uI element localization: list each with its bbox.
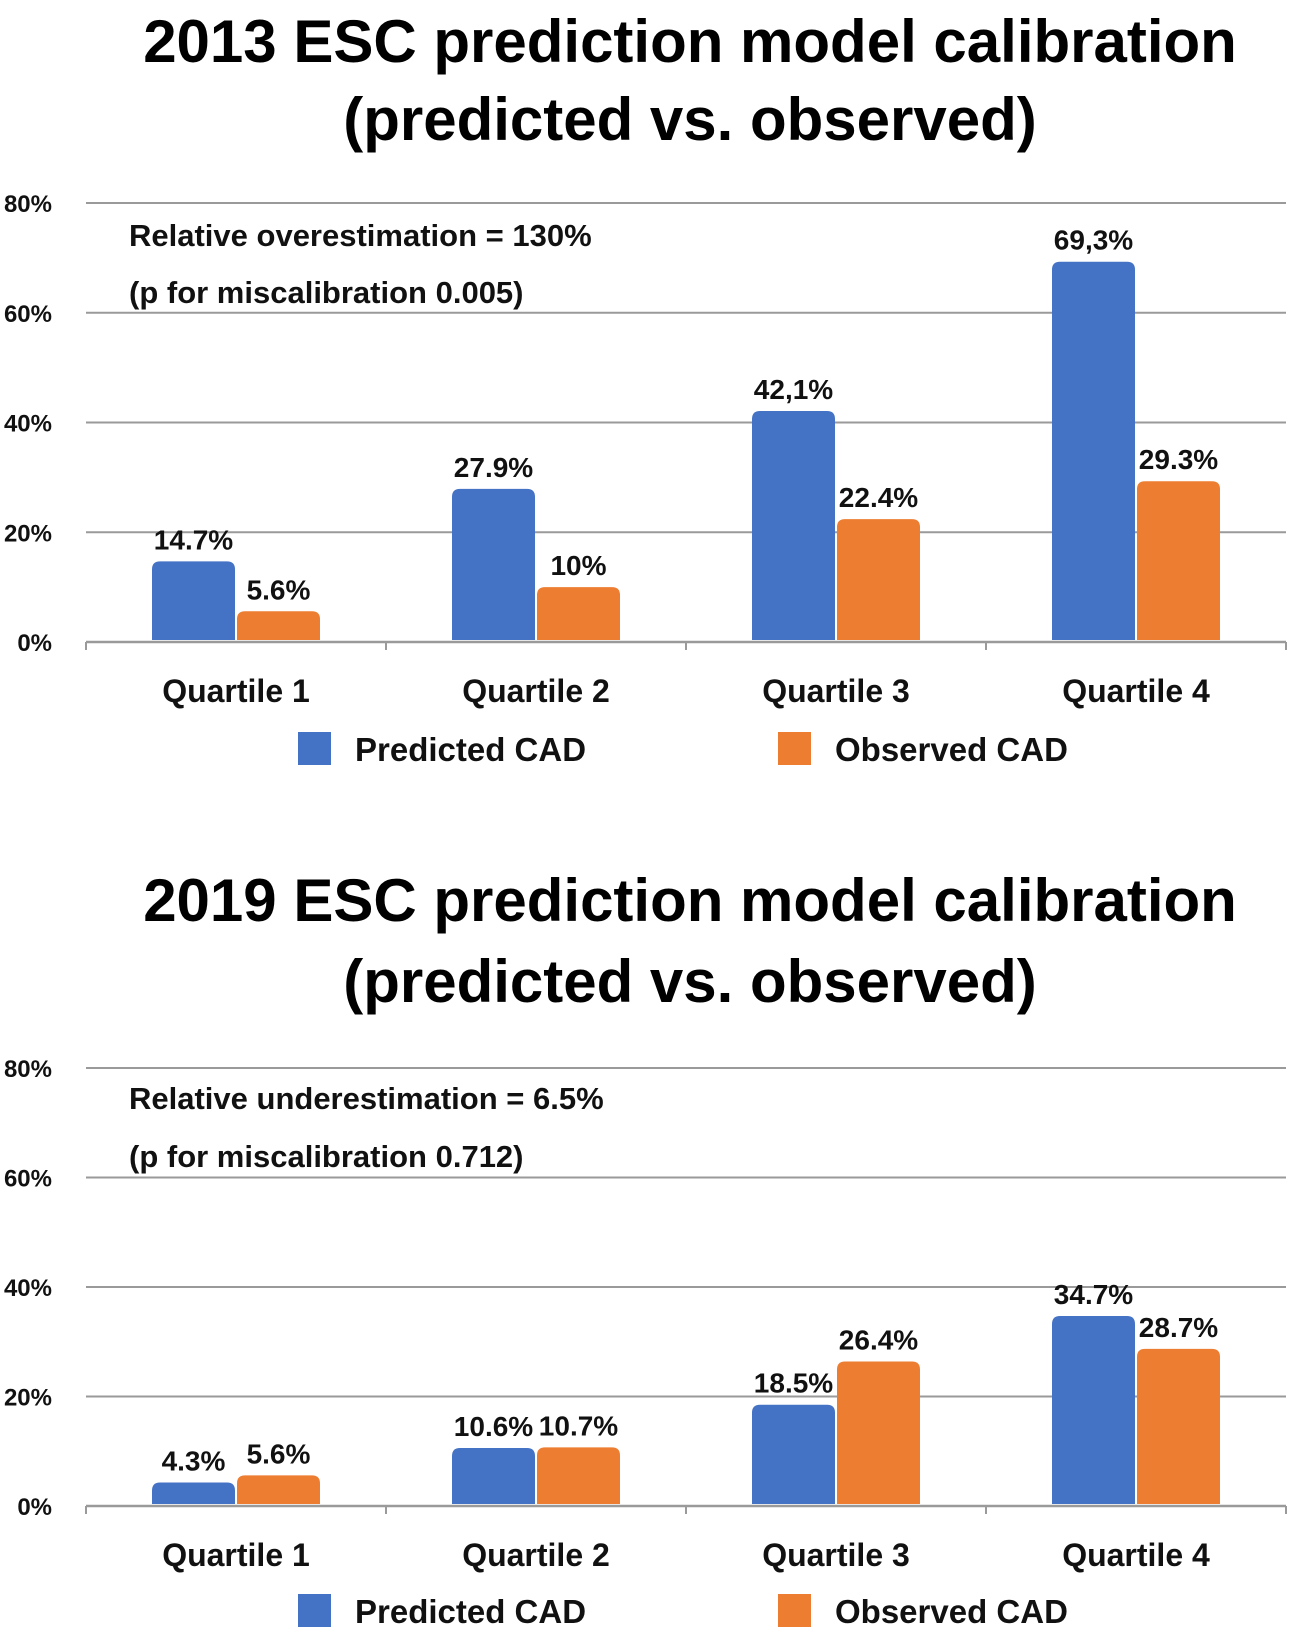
data-label: 27.9% [454,452,533,483]
data-label: 4.3% [162,1445,226,1476]
bar-observed [1137,481,1220,640]
x-category-label: Quartile 2 [462,1537,610,1573]
y-tick-label: 0% [17,630,52,657]
y-tick-label: 0% [17,1494,52,1521]
bar-observed [237,611,320,640]
x-category-label: Quartile 2 [462,673,610,709]
y-tick-label: 60% [4,301,52,328]
bar-observed [237,1475,320,1504]
x-category-label: Quartile 1 [162,673,310,709]
chart-1: 2013 ESC prediction model calibration (pr… [4,8,1287,768]
data-label: 69,3% [1054,225,1133,256]
chart-title-line-2: (predicted vs. observed) [343,86,1037,153]
legend-swatch [778,1594,811,1627]
legend-label: Observed CAD [835,1593,1068,1630]
chart-title-line-1: 2013 ESC prediction model calibration [143,8,1237,75]
bar-predicted [452,1447,535,1504]
x-category-label: Quartile 1 [162,1537,310,1573]
bar-predicted [152,1482,235,1504]
legend-swatch [298,732,331,765]
x-category-label: Quartile 4 [1062,1537,1210,1573]
x-category-label: Quartile 4 [1062,673,1210,709]
legend-swatch [778,732,811,765]
y-tick-label: 60% [4,1166,52,1193]
bar-observed [537,1447,620,1504]
bar-predicted [152,561,235,640]
x-category-label: Quartile 3 [762,673,910,709]
legend-label: Predicted CAD [355,1593,586,1630]
data-label: 22.4% [839,482,918,513]
bar-observed [837,519,920,640]
bar-predicted [752,410,835,640]
y-tick-label: 40% [4,1275,52,1302]
bar-observed [837,1361,920,1504]
data-label: 28.7% [1139,1312,1218,1343]
annotation: (p for miscalibration 0.712) [129,1139,524,1174]
data-label: 10.7% [539,1410,618,1441]
data-label: 10.6% [454,1411,533,1442]
bar-observed [537,587,620,640]
chart-2: 2019 ESC prediction model calibration (pr… [4,867,1287,1630]
annotation: (p for miscalibration 0.005) [129,275,524,310]
bar-observed [1137,1348,1220,1504]
chart-title-line-2: (predicted vs. observed) [343,948,1037,1015]
data-label: 10% [550,550,606,581]
annotation: Relative underestimation = 6.5% [129,1081,604,1116]
data-label: 18.5% [754,1368,833,1399]
data-label: 29.3% [1139,444,1218,475]
y-tick-label: 40% [4,411,52,438]
y-tick-label: 20% [4,1385,52,1412]
legend-label: Predicted CAD [355,731,586,768]
data-label: 34.7% [1054,1279,1133,1310]
legend-label: Observed CAD [835,731,1068,768]
y-tick-label: 20% [4,520,52,547]
data-label: 26.4% [839,1324,918,1355]
data-label: 14.7% [154,524,233,555]
legend-swatch [298,1594,331,1627]
data-label: 5.6% [247,1438,311,1469]
data-label: 5.6% [247,574,311,605]
data-label: 42,1% [754,374,833,405]
bar-predicted [1052,261,1135,640]
y-tick-label: 80% [4,1056,52,1083]
chart-title-line-1: 2019 ESC prediction model calibration [143,867,1237,934]
bar-predicted [452,488,535,640]
x-category-label: Quartile 3 [762,1537,910,1573]
y-tick-label: 80% [4,191,52,218]
annotation: Relative overestimation = 130% [129,218,592,253]
bar-predicted [752,1404,835,1504]
bar-predicted [1052,1316,1135,1504]
